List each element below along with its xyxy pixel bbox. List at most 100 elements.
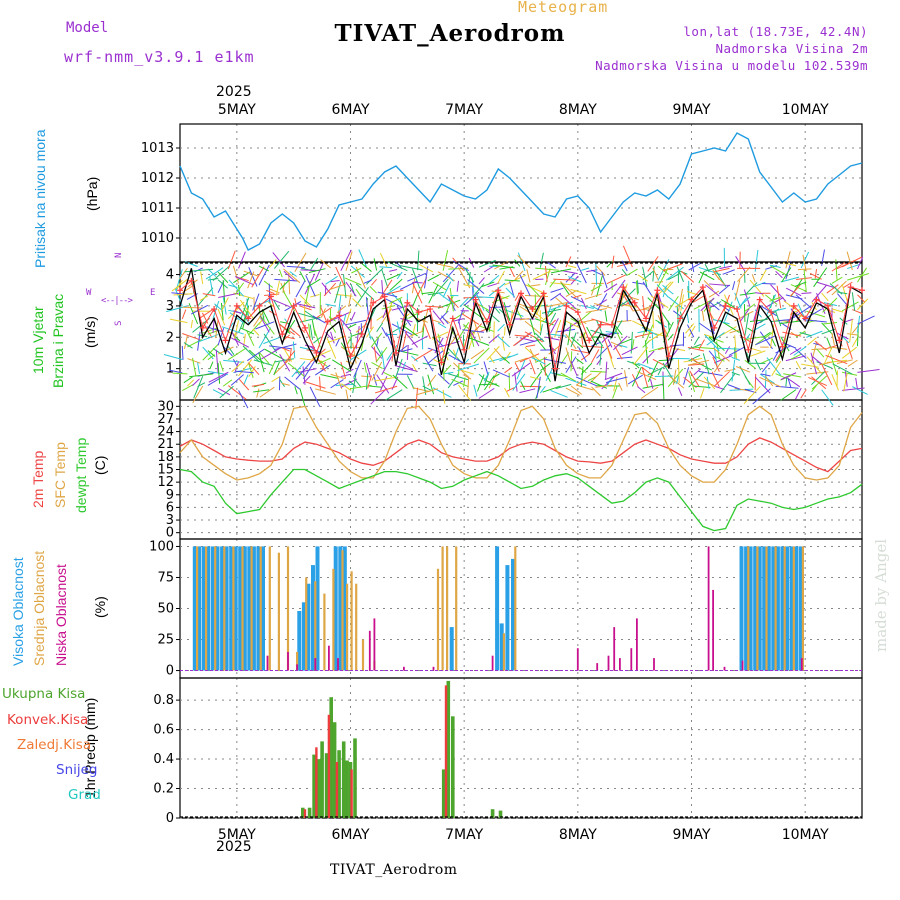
wind-gust-marker [336, 312, 343, 319]
wind-arrow [519, 318, 530, 321]
wind-arrow [199, 295, 209, 301]
cloud-low-bar [741, 660, 744, 671]
wind-arrow [782, 342, 797, 349]
wind-arrow [447, 296, 456, 312]
wind-arrow [806, 356, 823, 374]
wind-arrow [811, 284, 828, 303]
y-tick-label: 24 [157, 425, 174, 440]
wind-arrow [795, 330, 806, 338]
wind-arrow [437, 351, 450, 363]
wind-arrow [637, 362, 656, 371]
wind-gust-marker [768, 309, 775, 316]
wind-gust-marker [483, 318, 490, 325]
wind-arrow [565, 377, 587, 386]
wind-arrow [599, 345, 603, 366]
wind-arrow [581, 267, 590, 271]
wind-arrow [424, 266, 429, 289]
wind-arrow [857, 298, 869, 311]
wind-arrow [400, 348, 413, 353]
panel-frame [179, 123, 863, 263]
year-label-bottom: 2025 [216, 839, 252, 855]
wind-arrow [689, 370, 700, 387]
wind-arrow [222, 280, 226, 303]
wind-gust-marker [745, 346, 752, 353]
wind-arrow [299, 346, 322, 353]
wind-arrow [524, 331, 544, 343]
wind-arrow [452, 349, 458, 358]
wind-arrow [385, 389, 403, 401]
wind-arrow [631, 366, 642, 387]
wind-arrow [192, 378, 200, 386]
wind-arrow [428, 284, 439, 304]
wind-arrow [732, 281, 736, 291]
wind-arrow [432, 281, 447, 291]
wind-arrow [560, 281, 577, 298]
cloud-low-bar [630, 648, 633, 671]
wind-arrow [595, 262, 598, 285]
wind-arrow [529, 370, 543, 388]
wind-arrow [289, 271, 297, 277]
wind-arrow [468, 271, 471, 285]
precip-total-bar [498, 810, 503, 818]
wind-arrow [187, 358, 201, 364]
wind-arrow [217, 308, 226, 326]
wind-arrow [796, 277, 812, 280]
cloud-high-bar [495, 546, 500, 671]
wind-arrow [749, 347, 762, 352]
cloud-mid-bar [346, 583, 349, 671]
wind-arrow [832, 363, 853, 375]
wind-gust-marker [665, 353, 672, 360]
wind-arrow [238, 251, 246, 269]
wind-arrow [273, 361, 280, 376]
wind-arrow [248, 266, 258, 287]
cloud-low-bar [607, 655, 610, 671]
wind-arrow [631, 374, 639, 387]
wind-arrow [280, 321, 290, 325]
wind-arrow [647, 256, 659, 272]
wind-arrow [488, 370, 498, 389]
wind-gust-marker [756, 296, 763, 303]
wind-arrow [575, 262, 587, 284]
wind-arrow [601, 332, 613, 343]
wind-arrow [550, 372, 561, 376]
wind-arrow [483, 361, 489, 376]
wind-arrow [330, 331, 335, 344]
cloud-high-bar [301, 602, 306, 671]
cloud-low-bar [403, 666, 405, 671]
cloud-mid-bar [205, 546, 208, 671]
wind-gust-marker [620, 284, 627, 291]
wind-arrow [209, 361, 214, 370]
wind-arrow [411, 335, 429, 345]
cloud-high-bar [197, 546, 202, 671]
wind-arrow [394, 365, 418, 372]
wind-gust-marker [608, 321, 615, 328]
wind-arrow [509, 266, 515, 278]
wind-gust-marker [779, 343, 786, 350]
wind-arrow [268, 259, 277, 269]
wind-arrow [513, 332, 531, 347]
wind-arrow [580, 362, 593, 375]
wind-arrow [546, 261, 556, 269]
wind-arrow [642, 350, 655, 364]
cloud-mid-bar [277, 552, 280, 671]
wind-arrow [831, 374, 839, 391]
wind-arrow [652, 266, 655, 282]
wind-arrow [447, 294, 459, 309]
wind-arrow [222, 379, 233, 387]
wind-arrow [373, 346, 378, 363]
wind-arrow [852, 386, 868, 395]
wind-key-west: W [86, 288, 92, 298]
precip-total-bar [337, 750, 341, 818]
wind-arrow [775, 270, 783, 279]
wind-arrow [505, 287, 516, 298]
wind-arrow [260, 316, 275, 335]
wind-arrow [299, 388, 306, 407]
wind-arrow [797, 268, 812, 271]
wind-arrow [334, 281, 342, 304]
wind-arrow [789, 283, 802, 297]
wind-arrow [253, 389, 270, 393]
y-tick-label: 2 [166, 330, 174, 345]
wind-arrow [320, 374, 339, 379]
wind-gust-marker [847, 284, 854, 291]
wind-arrow [535, 267, 559, 271]
